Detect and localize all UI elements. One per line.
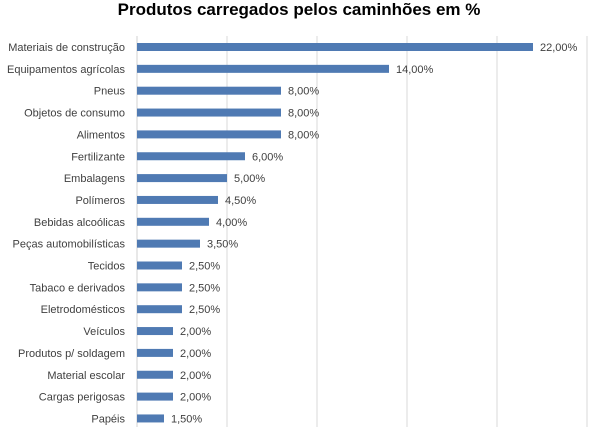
category-label: Tecidos — [88, 261, 126, 273]
category-labels: Materiais de construção Equipamentos agrí… — [7, 42, 126, 425]
category-label: Embalagens — [64, 173, 126, 185]
category-label: Alimentos — [77, 129, 126, 141]
data-label: 2,00% — [180, 326, 211, 338]
gridlines — [136, 36, 588, 427]
bar — [137, 261, 182, 270]
data-label: 8,00% — [288, 86, 319, 98]
value-labels: 22,00% 14,00% 8,00% 8,00% 8,00% 6,00% 5,00% 4,5… — [171, 42, 578, 425]
bar — [137, 370, 173, 379]
category-label: Tabaco e derivados — [30, 282, 126, 294]
bar — [137, 86, 281, 95]
data-label: 8,00% — [288, 129, 319, 141]
data-label: 22,00% — [540, 42, 578, 54]
bar — [137, 217, 209, 226]
data-label: 2,50% — [189, 261, 220, 273]
category-label: Produtos p/ soldagem — [18, 348, 125, 360]
data-label: 14,00% — [396, 64, 434, 76]
data-label: 2,00% — [180, 370, 211, 382]
data-label: 2,00% — [180, 392, 211, 404]
category-label: Polímeros — [75, 195, 125, 207]
category-label: Pneus — [94, 86, 126, 98]
category-label: Cargas perigosas — [39, 392, 126, 404]
category-label: Eletrodomésticos — [41, 304, 126, 316]
bar — [137, 43, 533, 51]
bar — [137, 348, 173, 357]
category-label: Materiais de construção — [8, 42, 125, 54]
bar — [137, 239, 200, 248]
bar — [137, 108, 281, 117]
category-label: Peças automobilísticas — [13, 239, 126, 251]
chart-title: Produtos carregados pelos caminhões em % — [117, 0, 481, 19]
category-label: Equipamentos agrícolas — [7, 64, 126, 76]
data-label: 8,00% — [288, 108, 319, 120]
data-label: 5,00% — [234, 173, 265, 185]
bars — [137, 43, 533, 423]
bar — [137, 392, 173, 401]
bar — [137, 130, 281, 139]
bar — [137, 305, 182, 314]
bar — [137, 174, 227, 183]
data-label: 3,50% — [207, 239, 238, 251]
data-label: 2,50% — [189, 304, 220, 316]
data-label: 2,00% — [180, 348, 211, 360]
data-label: 1,50% — [171, 413, 202, 425]
data-label: 4,50% — [225, 195, 256, 207]
category-label: Fertilizante — [71, 151, 125, 163]
bar — [137, 64, 389, 73]
data-label: 4,00% — [216, 217, 247, 229]
category-label: Papéis — [91, 413, 125, 425]
category-label: Veículos — [83, 326, 125, 338]
category-label: Bebidas alcoólicas — [34, 217, 126, 229]
bar — [137, 414, 164, 423]
category-label: Material escolar — [47, 370, 125, 382]
bar — [137, 152, 245, 161]
data-label: 6,00% — [252, 151, 283, 163]
bar — [137, 195, 218, 204]
bar — [137, 327, 173, 336]
category-label: Objetos de consumo — [24, 108, 125, 120]
data-label: 2,50% — [189, 282, 220, 294]
bar — [137, 283, 182, 292]
